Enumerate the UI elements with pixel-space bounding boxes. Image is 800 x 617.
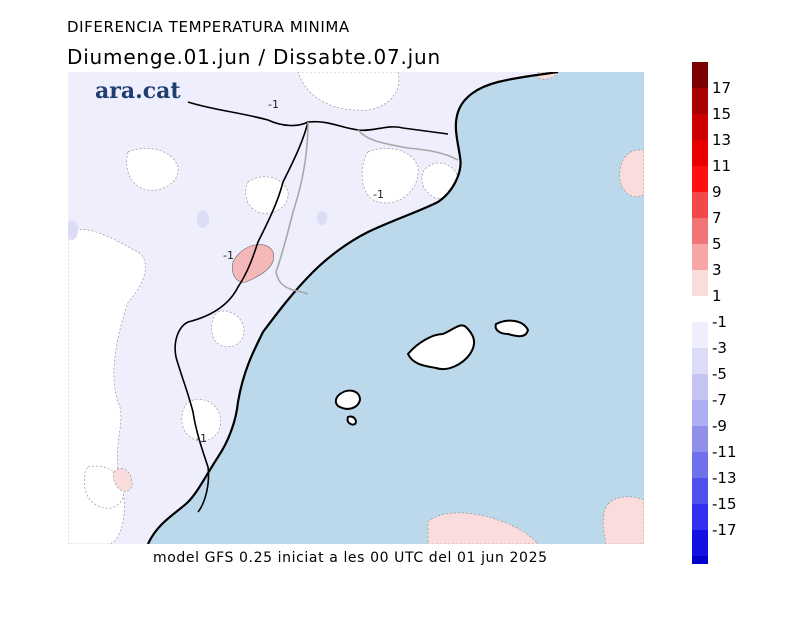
warm-peak xyxy=(232,244,275,283)
legend-swatch xyxy=(692,270,708,296)
legend-label: -15 xyxy=(712,495,737,513)
legend-label: 13 xyxy=(712,131,732,149)
legend-swatch xyxy=(692,218,708,244)
legend-swatch xyxy=(692,530,708,556)
model-info-footer: model GFS 0.25 iniciat a les 00 UTC del … xyxy=(153,550,548,566)
legend-label: -1 xyxy=(712,313,727,331)
legend-swatch xyxy=(692,114,708,140)
legend-swatch xyxy=(692,348,708,374)
legend-label: -17 xyxy=(712,521,737,539)
legend-label: 1 xyxy=(712,287,722,305)
legend-swatch xyxy=(692,88,708,114)
legend-swatch xyxy=(692,556,708,564)
menorca xyxy=(494,319,530,338)
legend-label: -13 xyxy=(712,469,737,487)
temperature-difference-map: -1 -1 -1 -1 -1 xyxy=(68,72,644,544)
legend-swatch xyxy=(692,478,708,504)
legend-label: 15 xyxy=(712,105,732,123)
legend-label: 9 xyxy=(712,183,722,201)
legend-swatch xyxy=(692,244,708,270)
mallorca xyxy=(406,324,476,370)
formentera xyxy=(346,415,357,426)
legend-swatch xyxy=(692,504,708,530)
legend-label: -11 xyxy=(712,443,737,461)
legend-swatch xyxy=(692,400,708,426)
legend-label: 3 xyxy=(712,261,722,279)
aragon-border xyxy=(174,121,309,513)
catalonia-border xyxy=(275,121,459,295)
legend-label: -3 xyxy=(712,339,727,357)
legend-label: 11 xyxy=(712,157,732,175)
legend-label: -7 xyxy=(712,391,727,409)
france-spain-border xyxy=(187,101,449,135)
contour-label: -1 xyxy=(373,188,384,201)
cool-spots xyxy=(68,210,327,240)
legend-swatch xyxy=(692,452,708,478)
legend-label: 5 xyxy=(712,235,722,253)
contour-label: -1 xyxy=(223,249,234,262)
legend-swatch xyxy=(692,62,708,88)
map-title: DIFERENCIA TEMPERATURA MINIMA xyxy=(67,18,350,36)
neutral-land-areas xyxy=(68,72,459,544)
contour-label: -1 xyxy=(288,277,299,290)
legend-label: 7 xyxy=(712,209,722,227)
legend-swatch xyxy=(692,374,708,400)
ibiza xyxy=(334,389,362,410)
map-svg: -1 -1 -1 -1 -1 xyxy=(68,72,644,544)
legend-label: -9 xyxy=(712,417,727,435)
legend-label: 17 xyxy=(712,79,732,97)
contour-label: -1 xyxy=(268,98,279,111)
legend-swatch xyxy=(692,192,708,218)
legend-swatch xyxy=(692,166,708,192)
date-range-subtitle: Diumenge.01.jun / Dissabte.07.jun xyxy=(67,45,441,69)
sea-area xyxy=(148,72,644,544)
legend-swatch xyxy=(692,426,708,452)
contour-label: -1 xyxy=(196,432,207,445)
legend-swatch xyxy=(692,140,708,166)
coastline xyxy=(146,72,559,544)
islands xyxy=(334,319,530,426)
ara-cat-logo: ara.cat xyxy=(95,78,181,104)
warm-areas xyxy=(112,72,644,544)
borders xyxy=(174,101,459,513)
legend-label: -5 xyxy=(712,365,727,383)
legend-swatch xyxy=(692,322,708,348)
